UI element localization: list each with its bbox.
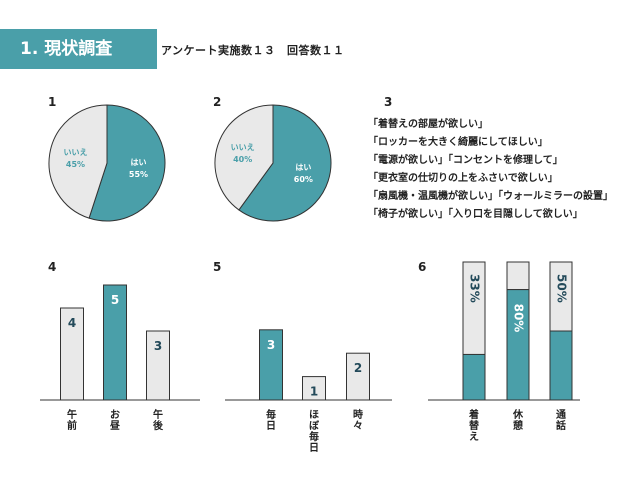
category-label-char: 々 (353, 420, 363, 432)
stacked-bar-percent-label: 50% (555, 274, 569, 303)
pie-slice-percent: 40% (233, 155, 252, 164)
comment-line: 「椅子が欲しい」「入り口を目隠しして欲しい」 (368, 209, 583, 220)
category-label-char: 午 (67, 408, 77, 421)
bar-value-label: 1 (310, 385, 318, 399)
bar-value-label: 2 (354, 361, 362, 375)
pie-slice-percent: 45% (66, 160, 85, 169)
stacked-bar-remainder (506, 261, 530, 291)
pie-slice-label: はい (131, 158, 147, 167)
category-label-char: 毎 (309, 430, 319, 443)
category-label-char: 替 (469, 419, 480, 432)
bar (146, 330, 170, 401)
bar-value-label: 3 (267, 338, 275, 352)
stacked-bar-value (549, 330, 573, 401)
pie-slice-label: いいえ (231, 143, 255, 152)
category-label-char: 憩 (513, 419, 523, 432)
comment-line: 「電源が欲しい」「コンセントを修理して」 (368, 155, 563, 166)
category-label-char: 午 (153, 408, 163, 421)
survey-summary: アンケート実施数１３ 回答数１１ (161, 44, 345, 57)
pie-slice (214, 104, 274, 211)
category-label-char: 時 (353, 408, 363, 421)
category-label-char: 日 (266, 420, 276, 432)
chart-number-1: 1 (48, 95, 57, 109)
stacked-bar-percent-label: 80% (512, 304, 526, 333)
category-label-char: 前 (67, 419, 77, 432)
category-label-char: 話 (556, 419, 566, 432)
bar (103, 284, 127, 401)
pie-slice-label: いいえ (63, 148, 87, 157)
pie-slice-percent: 60% (294, 175, 313, 184)
category-label-char: 後 (153, 419, 164, 432)
chart-number-4: 4 (48, 260, 57, 274)
bar (259, 329, 283, 401)
comments-number: 3 (384, 95, 393, 109)
category-label-char: 毎 (266, 408, 276, 421)
bar-value-label: 3 (154, 339, 162, 353)
pie-slice (238, 104, 332, 222)
stacked-bar-percent-label: 33% (468, 274, 482, 303)
pie-slice (88, 104, 166, 222)
comment-line: 「扇風機・温風機が欲しい」「ウォールミラーの設置」 (368, 191, 613, 202)
category-label-char: 通 (556, 409, 566, 421)
category-label-char: ほ (309, 409, 319, 421)
category-label-char: 昼 (110, 420, 120, 432)
page-title: 1. 現状調査 (0, 29, 157, 69)
bar-value-label: 5 (111, 293, 119, 307)
category-label-char: 休 (512, 408, 524, 421)
bar-value-label: 4 (68, 316, 76, 330)
category-label-char: 着 (468, 408, 479, 421)
category-label-char: ぼ (309, 419, 320, 432)
pie-slice-percent: 55% (129, 170, 148, 179)
comment-line: 「着替えの部屋が欲しい」 (368, 119, 488, 130)
pie-slice-label: はい (295, 163, 311, 172)
chart-number-2: 2 (213, 95, 222, 109)
category-label-char: 日 (309, 442, 319, 454)
chart-number-5: 5 (213, 260, 222, 274)
chart-number-6: 6 (418, 260, 427, 274)
bar (346, 352, 370, 401)
stacked-bar-value (462, 353, 486, 401)
bar (60, 307, 84, 401)
pie-slice (48, 104, 108, 219)
comment-line: 「更衣室の仕切りの上をふさいで欲しい」 (368, 173, 558, 184)
comment-line: 「ロッカーを大きく綺麗にしてほしい」 (368, 137, 548, 148)
bar (302, 376, 326, 401)
category-label-char: え (469, 431, 479, 443)
stacked-bar-value (506, 289, 530, 401)
category-label-char: お (110, 409, 120, 421)
